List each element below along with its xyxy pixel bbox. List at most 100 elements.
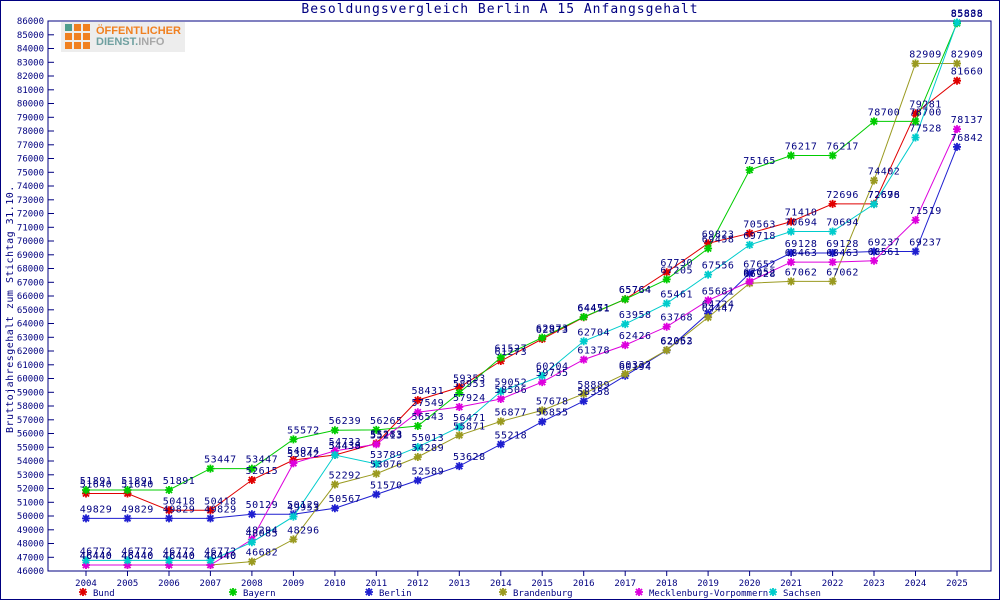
svg-text:81660: 81660 <box>951 67 984 78</box>
svg-text:74000: 74000 <box>17 182 44 192</box>
svg-text:78700: 78700 <box>868 107 901 118</box>
svg-text:55213: 55213 <box>370 430 403 441</box>
svg-text:46772: 46772 <box>121 546 154 557</box>
legend-item-sachsen: Sachsen <box>769 588 821 599</box>
svg-text:2023: 2023 <box>863 579 885 589</box>
svg-text:62873: 62873 <box>536 325 569 336</box>
svg-text:62973: 62973 <box>536 324 569 335</box>
svg-text:75165: 75165 <box>743 156 776 167</box>
svg-text:2007: 2007 <box>200 579 222 589</box>
svg-text:60000: 60000 <box>17 375 44 385</box>
svg-text:59353: 59353 <box>453 373 486 384</box>
svg-text:48000: 48000 <box>17 540 44 550</box>
svg-text:86000: 86000 <box>17 17 44 27</box>
svg-text:49953: 49953 <box>287 503 320 514</box>
svg-text:50418: 50418 <box>204 496 237 507</box>
svg-text:2024: 2024 <box>905 579 927 589</box>
point-value-labels: 51640 51640 50418 50418 52615 54074 54438 55283… <box>80 9 984 563</box>
svg-text:69128: 69128 <box>826 239 859 250</box>
svg-text:64447: 64447 <box>702 303 735 314</box>
logo-line1: ÖFFENTLICHER <box>96 25 181 37</box>
svg-text:57678: 57678 <box>536 396 569 407</box>
svg-text:Brandenburg: Brandenburg <box>513 589 573 599</box>
svg-text:68463: 68463 <box>785 248 818 259</box>
svg-text:69000: 69000 <box>17 251 44 261</box>
svg-text:60204: 60204 <box>536 362 569 373</box>
svg-text:69458: 69458 <box>702 235 735 246</box>
svg-text:70000: 70000 <box>17 237 44 247</box>
svg-text:53447: 53447 <box>204 455 237 466</box>
svg-text:85838: 85838 <box>951 9 984 20</box>
svg-text:64000: 64000 <box>17 320 44 330</box>
svg-text:2010: 2010 <box>324 579 346 589</box>
svg-text:48294: 48294 <box>246 526 279 537</box>
svg-text:53842: 53842 <box>287 449 320 460</box>
svg-text:48085: 48085 <box>246 528 279 539</box>
svg-text:64451: 64451 <box>577 303 610 314</box>
svg-text:58358: 58358 <box>577 387 610 398</box>
logo: ÖFFENTLICHER DIENST.INFO <box>61 22 185 52</box>
svg-text:77528: 77528 <box>909 124 942 135</box>
legend-item-mecklenburg-vorpommern: Mecklenburg-Vorpommern <box>635 588 768 599</box>
svg-text:53076: 53076 <box>370 460 403 471</box>
svg-text:50418: 50418 <box>163 496 196 507</box>
svg-text:48296: 48296 <box>287 525 320 536</box>
svg-text:62704: 62704 <box>577 327 610 338</box>
svg-text:64724: 64724 <box>702 300 735 311</box>
svg-text:71519: 71519 <box>909 206 942 217</box>
legend-item-berlin: Berlin <box>365 588 412 599</box>
svg-text:56877: 56877 <box>494 407 527 418</box>
svg-text:46000: 46000 <box>17 567 44 577</box>
svg-text:61273: 61273 <box>494 347 527 358</box>
svg-text:2020: 2020 <box>739 579 761 589</box>
svg-text:85000: 85000 <box>17 31 44 41</box>
svg-text:46440: 46440 <box>163 551 196 562</box>
svg-text:58506: 58506 <box>494 385 527 396</box>
svg-text:53000: 53000 <box>17 471 44 481</box>
svg-text:65461: 65461 <box>660 289 693 300</box>
svg-text:46440: 46440 <box>80 551 113 562</box>
svg-text:67062: 67062 <box>826 267 859 278</box>
svg-text:78137: 78137 <box>951 115 984 126</box>
svg-text:51891: 51891 <box>121 476 154 487</box>
svg-text:59735: 59735 <box>536 368 569 379</box>
svg-text:46440: 46440 <box>80 551 113 562</box>
series-brandenburg <box>82 59 961 569</box>
svg-text:55572: 55572 <box>287 425 320 436</box>
svg-text:63768: 63768 <box>660 313 693 324</box>
series-berlin <box>82 142 961 523</box>
svg-text:67062: 67062 <box>785 267 818 278</box>
svg-text:76842: 76842 <box>951 133 984 144</box>
svg-text:55283: 55283 <box>370 429 403 440</box>
svg-text:61527: 61527 <box>494 344 527 355</box>
svg-text:69237: 69237 <box>868 238 901 249</box>
x-axis: 2004 2005 2006 2007 2008 2009 2010 2011 2012 2013… <box>75 571 968 589</box>
svg-text:46440: 46440 <box>163 551 196 562</box>
svg-text:52000: 52000 <box>17 485 44 495</box>
svg-text:72696: 72696 <box>826 190 859 201</box>
svg-text:65000: 65000 <box>17 306 44 316</box>
svg-text:76000: 76000 <box>17 155 44 165</box>
svg-text:74402: 74402 <box>868 167 901 178</box>
svg-text:2005: 2005 <box>117 579 139 589</box>
svg-text:56543: 56543 <box>411 412 444 423</box>
svg-text:57549: 57549 <box>411 398 444 409</box>
svg-text:46772: 46772 <box>204 546 237 557</box>
svg-text:54074: 54074 <box>287 446 320 457</box>
svg-text:68000: 68000 <box>17 265 44 275</box>
svg-text:72696: 72696 <box>868 190 901 201</box>
svg-text:58000: 58000 <box>17 402 44 412</box>
svg-text:58431: 58431 <box>411 386 444 397</box>
svg-text:46440: 46440 <box>121 551 154 562</box>
legend-item-brandenburg: Brandenburg <box>499 588 573 599</box>
svg-text:49829: 49829 <box>204 504 237 515</box>
svg-text:46772: 46772 <box>80 546 113 557</box>
logo-text: ÖFFENTLICHER DIENST.INFO <box>96 26 181 48</box>
svg-text:65764: 65764 <box>619 285 652 296</box>
svg-text:69718: 69718 <box>743 231 776 242</box>
svg-text:53447: 53447 <box>246 455 279 466</box>
svg-text:63958: 63958 <box>619 310 652 321</box>
svg-text:68463: 68463 <box>826 248 859 259</box>
svg-text:69823: 69823 <box>702 229 735 240</box>
svg-text:57924: 57924 <box>453 393 486 404</box>
